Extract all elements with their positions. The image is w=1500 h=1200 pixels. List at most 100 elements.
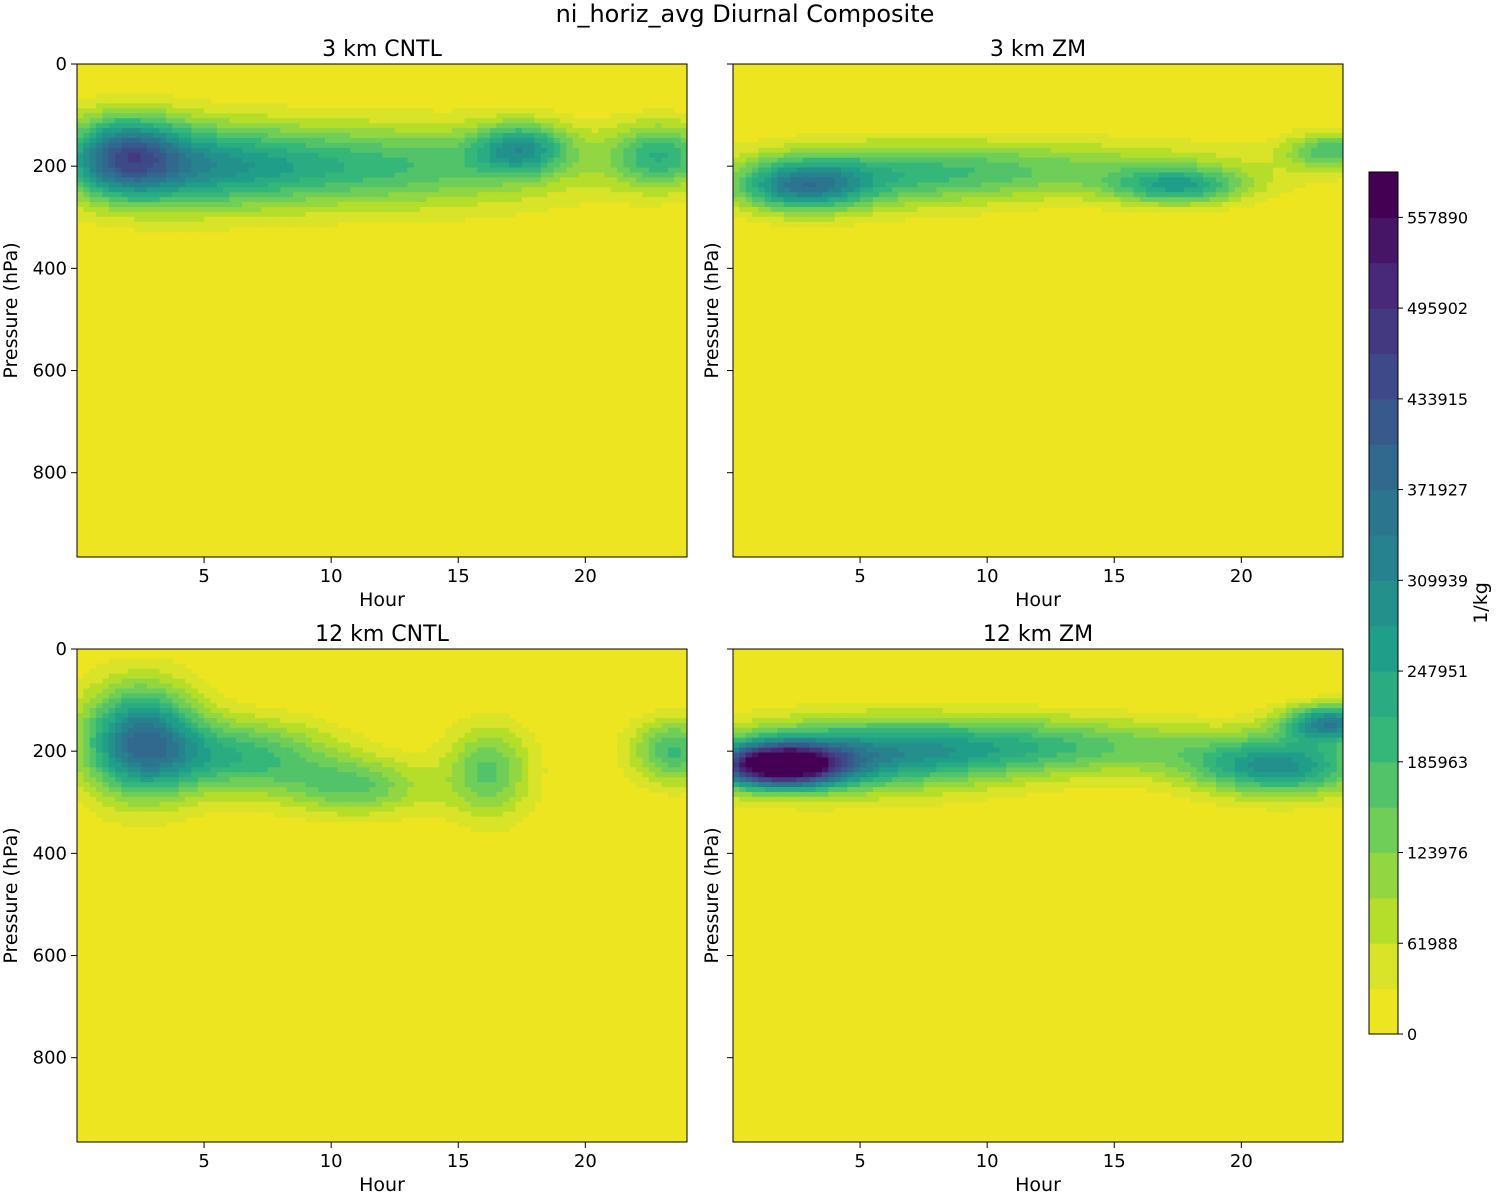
contour-cell	[223, 767, 231, 773]
contour-cell	[388, 197, 396, 203]
contour-cell	[134, 147, 142, 154]
contour-cell	[585, 192, 593, 198]
contour-cell	[108, 142, 116, 149]
contour-cell	[777, 142, 785, 149]
contour-cell	[369, 142, 377, 149]
contour-cell	[343, 777, 351, 783]
contour-cell	[534, 167, 542, 174]
contour-cell	[96, 197, 104, 203]
contour-cell	[1076, 192, 1084, 198]
contour-cell	[739, 172, 747, 178]
contour-cell	[242, 762, 250, 768]
contour-cell	[521, 113, 529, 119]
contour-cell	[172, 673, 180, 680]
contour-cell	[521, 172, 529, 178]
contour-cell	[394, 142, 402, 149]
contour-cell	[280, 727, 288, 734]
contour-cell	[235, 192, 243, 198]
contour-cell	[1069, 172, 1077, 178]
contour-cell	[917, 187, 925, 193]
contour-cell	[146, 93, 154, 100]
contour-cell	[1050, 172, 1058, 178]
contour-cell	[235, 708, 243, 714]
contour-cell	[286, 182, 294, 188]
contour-cell	[134, 142, 142, 149]
contour-cell	[204, 683, 212, 690]
contour-cell	[1292, 182, 1300, 188]
contour-cell	[828, 157, 836, 164]
contour-cell	[191, 713, 199, 719]
contour-cell	[885, 167, 893, 174]
contour-cell	[1133, 162, 1141, 169]
contour-cell	[312, 772, 320, 778]
contour-cell	[777, 211, 785, 218]
contour-cell	[1196, 167, 1204, 174]
contour-cell	[547, 202, 555, 208]
contour-cell	[83, 727, 91, 734]
contour-cell	[134, 718, 142, 724]
contour-cell	[1228, 167, 1236, 174]
contour-cell	[674, 147, 682, 154]
contour-cell	[1196, 192, 1204, 198]
contour-cell	[1234, 202, 1242, 208]
contour-cell	[337, 177, 345, 183]
contour-cell	[733, 192, 740, 198]
contour-cell	[872, 152, 880, 159]
contour-cell	[661, 182, 669, 188]
contour-cell	[293, 747, 300, 754]
contour-cell	[904, 157, 912, 164]
contour-cell	[949, 167, 956, 174]
contour-cell	[821, 147, 829, 154]
contour-cell	[102, 128, 110, 134]
contour-cell	[745, 206, 753, 213]
contour-cell	[96, 142, 104, 149]
contour-cell	[528, 767, 536, 773]
contour-cell	[917, 167, 925, 174]
contour-cell	[165, 192, 173, 198]
contour-cell	[388, 157, 396, 164]
contour-cell	[1063, 162, 1071, 169]
contour-cell	[1177, 192, 1185, 198]
contour-cell	[331, 182, 339, 188]
contour-cell	[521, 737, 529, 744]
contour-cell	[515, 152, 523, 159]
contour-cell	[318, 192, 326, 198]
contour-cell	[629, 137, 637, 144]
contour-cell	[178, 187, 186, 193]
contour-cell	[872, 147, 880, 154]
contour-cell	[254, 757, 262, 763]
contour-cell	[528, 133, 536, 139]
contour-cell	[426, 108, 434, 114]
contour-cell	[108, 216, 116, 223]
contour-cell	[89, 182, 97, 188]
contour-cell	[299, 772, 307, 778]
contour-cell	[1298, 133, 1306, 139]
contour-cell	[667, 137, 675, 144]
contour-cell	[949, 152, 956, 159]
contour-cell	[502, 747, 510, 754]
contour-cell	[426, 197, 434, 203]
contour-cell	[382, 767, 389, 773]
contour-cell	[733, 182, 740, 188]
contour-cell	[483, 197, 491, 203]
contour-cell	[242, 162, 250, 169]
contour-cell	[758, 162, 766, 169]
contour-cell	[949, 182, 956, 188]
contour-cell	[83, 688, 91, 694]
contour-cell	[783, 192, 791, 198]
contour-cell	[216, 713, 224, 719]
contour-cell	[847, 147, 855, 154]
contour-cell	[210, 103, 218, 109]
contour-cell	[1044, 147, 1052, 154]
contour-cell	[1323, 133, 1331, 139]
contour-cell	[974, 172, 982, 178]
contour-cell	[286, 113, 294, 119]
contour-cell	[758, 147, 766, 154]
contour-cell	[1139, 177, 1147, 183]
contour-cell	[1082, 137, 1090, 144]
contour-cell	[356, 147, 364, 154]
contour-cell	[733, 142, 740, 149]
contour-cell	[439, 742, 447, 749]
contour-cell	[636, 718, 644, 724]
contour-cell	[470, 157, 478, 164]
